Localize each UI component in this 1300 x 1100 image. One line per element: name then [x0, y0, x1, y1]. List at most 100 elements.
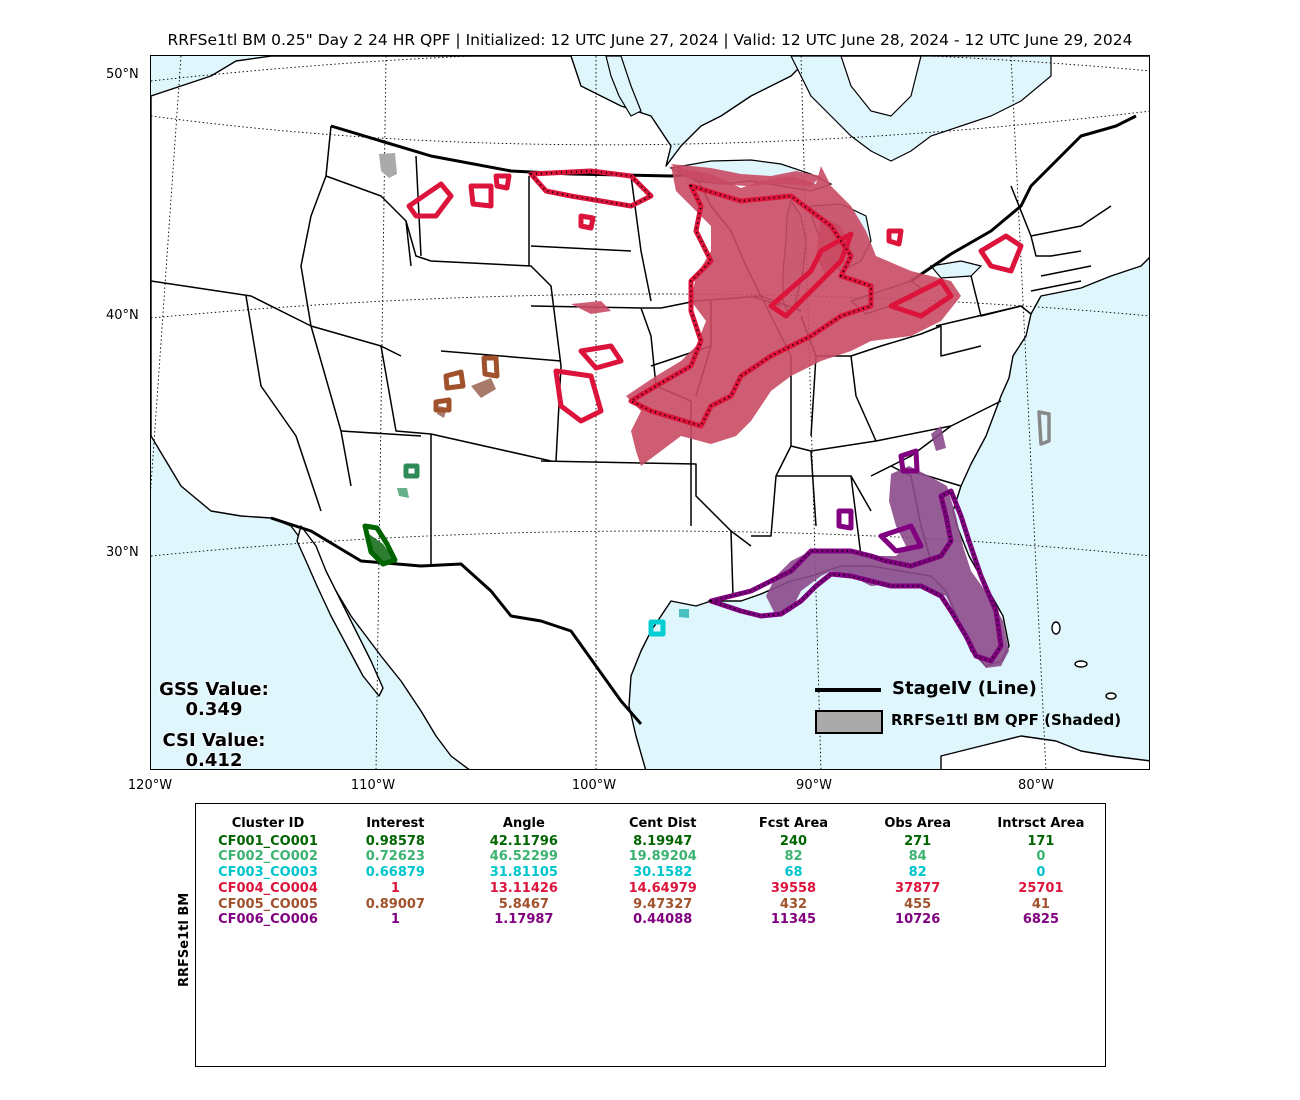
table-cell-id: CF005_CO005 — [218, 896, 318, 912]
cluster-outline-brown — [481, 355, 500, 379]
island-shape — [1105, 692, 1117, 700]
table-cell-intrsct-area: 0 — [1036, 849, 1046, 865]
baja-california — [296, 525, 384, 697]
table-header-cell: Cluster ID — [231, 816, 305, 831]
table-cell-intrsct-area: 6825 — [1022, 912, 1059, 928]
table-row: CF004_CO004 1 13.11426 14.64979 39558 37877 25… — [196, 881, 1105, 897]
boundary-lines — [151, 114, 1137, 725]
table-cell-interest: 1 — [390, 912, 400, 928]
csi-label: CSI Value: — [162, 730, 266, 751]
table-cell-cent-dist: 19.89204 — [628, 849, 697, 865]
cluster-outline-purple — [878, 523, 924, 554]
table-cell-angle: 31.81105 — [489, 865, 558, 881]
table-cell-intrsct-area: 0 — [1036, 865, 1046, 881]
table-cell-fcst-area: 432 — [779, 896, 808, 912]
table-cell-cent-dist: 0.44088 — [633, 912, 693, 928]
us-mexico-border — [270, 516, 643, 725]
table-header-row: Cluster ID Interest Angle Cent Dist Fcst Are… — [196, 816, 1105, 834]
table-header-cell: Obs Area — [884, 816, 951, 831]
table-cell-interest: 0.89007 — [365, 896, 425, 912]
lat-label-50: 50°N — [106, 67, 139, 82]
table-cell-cent-dist: 9.47327 — [633, 896, 693, 912]
cluster-outline-brown — [433, 397, 452, 413]
island-shape — [1074, 660, 1088, 668]
table-cell-id: CF004_CO004 — [218, 880, 318, 896]
cluster-outline-red — [528, 168, 654, 209]
cluster-shade-red — [571, 301, 611, 314]
table-header-cell: Angle — [502, 816, 545, 831]
map-canvas — [151, 56, 1149, 769]
us-canada-border-east — [910, 114, 1137, 283]
table-row: CF002_CO002 0.72623 46.52299 19.89204 82 84 0 — [196, 849, 1105, 865]
legend-line-label: StageIV (Line) — [892, 678, 1037, 699]
table-cell-angle: 46.52299 — [489, 849, 558, 865]
table-header-cell: Intrsct Area — [997, 816, 1085, 831]
table-cell-fcst-area: 11345 — [770, 912, 817, 928]
table-cell-obs-area: 84 — [908, 849, 927, 865]
cluster-shade-cyan — [679, 609, 689, 618]
csi-value: 0.412 — [185, 750, 243, 771]
cluster-outline-gray — [1037, 410, 1051, 446]
lon-label-80: 80°W — [1018, 778, 1054, 793]
table-cell-fcst-area: 68 — [784, 865, 803, 881]
cluster-shade-brown — [471, 378, 496, 398]
cluster-outline-red — [768, 231, 854, 319]
lon-label-100: 100°W — [571, 778, 617, 793]
map-panel — [150, 55, 1150, 770]
table-body: CF001_CO001 0.98578 42.11796 8.19947 240 271 1… — [196, 834, 1105, 928]
cluster-outline-green-light — [403, 463, 420, 479]
gss-label: GSS Value: — [159, 679, 269, 700]
lat-label-40: 40°N — [106, 308, 139, 323]
figure-title: RRFSe1tl BM 0.25" Day 2 24 HR QPF | Init… — [167, 31, 1133, 49]
table-cell-obs-area: 10726 — [895, 912, 941, 928]
cluster-outline-red — [578, 213, 596, 231]
table-cell-id: CF003_CO003 — [218, 865, 318, 881]
table-cell-angle: 42.11796 — [489, 833, 558, 849]
cluster-outline-purple — [898, 448, 920, 474]
cluster-shade-green-light — [397, 488, 409, 498]
cluster-outline-red — [886, 228, 904, 247]
cluster-outline-green — [362, 523, 398, 567]
table-cell-interest: 1 — [390, 880, 400, 896]
table-row: CF003_CO003 0.66879 31.81105 30.1582 68 82 0 — [196, 865, 1105, 881]
hudson-bay — [790, 56, 1052, 162]
table-header-cell: Interest — [366, 816, 425, 831]
island-shape — [1051, 621, 1061, 635]
cluster-shade-gray — [379, 153, 397, 178]
cluster-outline-red — [578, 343, 624, 371]
legend-shaded-swatch — [815, 710, 883, 734]
lake-ontario — [929, 260, 983, 279]
cluster-outline-purple — [708, 488, 1004, 664]
legend-shaded-label: RRFSe1tl BM QPF (Shaded) — [891, 711, 1122, 729]
cluster-outline-cyan — [648, 619, 666, 637]
table-row: CF001_CO001 0.98578 42.11796 8.19947 240 271 1… — [196, 834, 1105, 850]
cluster-outline-red — [493, 173, 512, 191]
table-cell-fcst-area: 240 — [779, 833, 808, 849]
cluster-outline-purple — [836, 508, 854, 531]
table-row: CF005_CO005 0.89007 5.8467 9.47327 432 455 41 — [196, 897, 1105, 913]
cluster-stats-panel: Cluster ID Interest Angle Cent Dist Fcst Are… — [195, 803, 1106, 1067]
table-cell-id: CF006_CO006 — [218, 912, 318, 928]
table-header-cell: Fcst Area — [758, 816, 829, 831]
stageiv-dot-overlay — [528, 169, 1003, 663]
cluster-outline-red — [406, 181, 454, 219]
table-cell-angle: 1.17987 — [494, 912, 554, 928]
legend-line-swatch — [815, 688, 881, 692]
cluster-outline-red — [468, 183, 494, 209]
lon-label-110: 110°W — [350, 778, 396, 793]
table-cell-fcst-area: 82 — [784, 849, 803, 865]
lake-winnipeg — [605, 56, 642, 117]
cluster-shade-red — [626, 166, 961, 466]
table-ylabel: RRFSe1tl BM — [177, 892, 192, 987]
cluster-outline-red — [978, 233, 1024, 274]
table-header-cell: Cent Dist — [628, 816, 697, 831]
cluster-shade-purple — [931, 426, 946, 451]
cuba-island — [940, 735, 1149, 769]
table-cell-obs-area: 271 — [904, 833, 932, 849]
cluster-stats-table: Cluster ID Interest Angle Cent Dist Fcst Are… — [196, 816, 1105, 928]
table-cell-intrsct-area: 171 — [1027, 833, 1055, 849]
lat-label-30: 30°N — [106, 545, 139, 560]
lon-label-90: 90°W — [796, 778, 832, 793]
table-cell-intrsct-area: 25701 — [1018, 880, 1064, 896]
table-cell-angle: 13.11426 — [489, 880, 558, 896]
